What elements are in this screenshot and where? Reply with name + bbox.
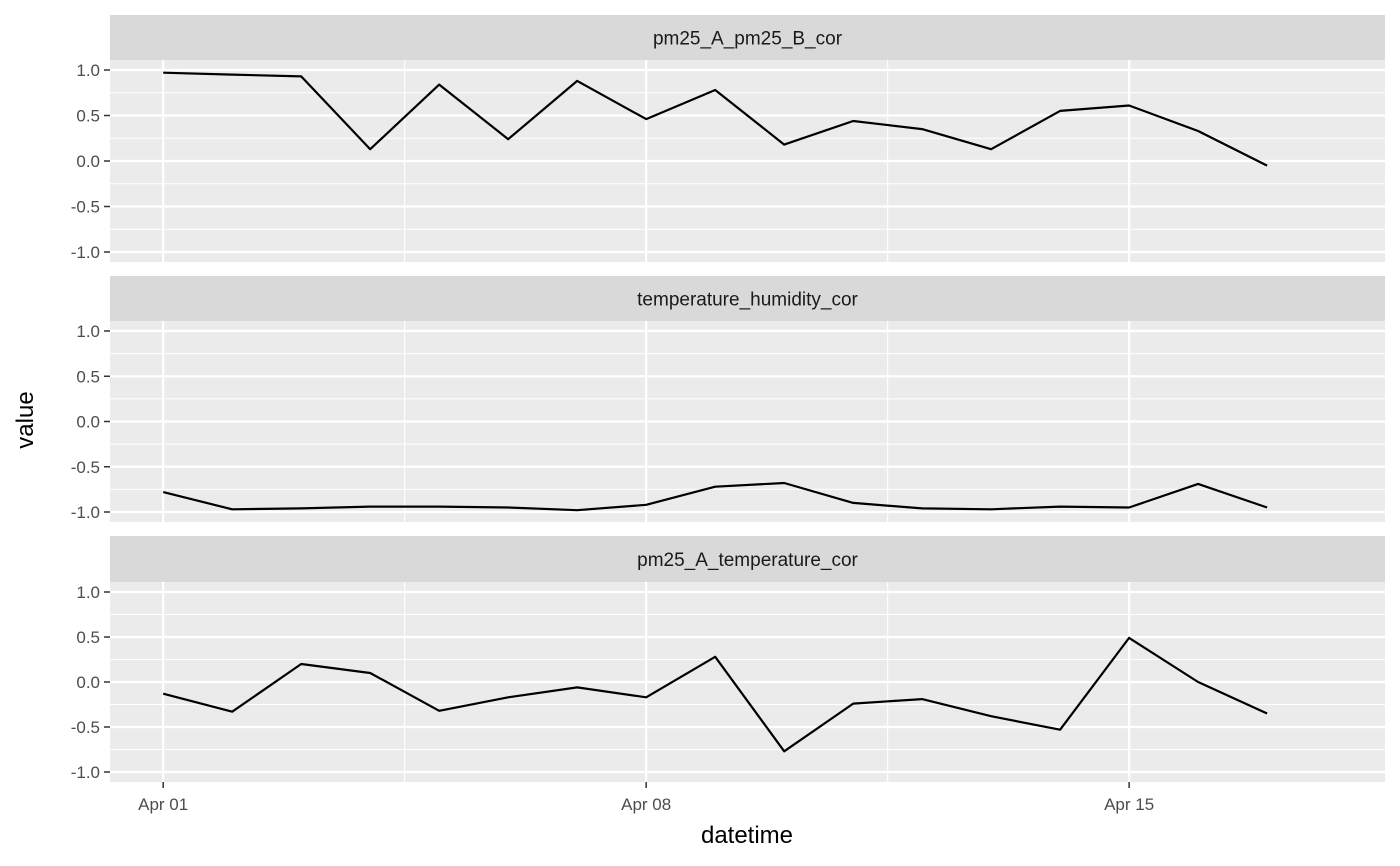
y-tick-label: -1.0 <box>71 503 100 522</box>
y-tick-label: 0.0 <box>76 413 100 432</box>
y-tick-label: 0.0 <box>76 152 100 171</box>
x-tick-label: Apr 08 <box>621 795 671 814</box>
y-tick-label: 1.0 <box>76 61 100 80</box>
facet-strip <box>110 15 1385 60</box>
facet-strip-label: pm25_A_temperature_cor <box>637 550 858 571</box>
y-tick-label: -0.5 <box>71 198 100 217</box>
x-axis-title: datetime <box>701 822 793 849</box>
y-tick-label: -1.0 <box>71 763 100 782</box>
facet-strip <box>110 276 1385 321</box>
facet-panel: pm25_A_pm25_B_cor -1.0 -0.5 0.0 0.5 1.0 <box>71 15 1385 262</box>
facet-strip <box>110 536 1385 582</box>
y-tick-label: 1.0 <box>76 322 100 341</box>
series-line <box>162 481 1268 512</box>
facet-strip-label: pm25_A_pm25_B_cor <box>653 29 843 50</box>
facets-layer: pm25_A_pm25_B_cor-1.0-0.50.00.51.0temper… <box>71 15 1385 782</box>
y-tick-label: 0.5 <box>76 107 100 126</box>
x-tick-label: Apr 15 <box>1104 795 1154 814</box>
y-tick-label: 0.5 <box>76 628 100 647</box>
y-tick-label: -0.5 <box>71 718 100 737</box>
series-line <box>163 71 1268 167</box>
y-tick-label: 0.5 <box>76 367 100 386</box>
y-tick-label: -1.0 <box>71 243 100 262</box>
x-axis: Apr 01 Apr 08 Apr 15 <box>138 782 1154 814</box>
y-tick-label: 0.0 <box>76 673 100 692</box>
y-axis-title: value <box>12 391 39 448</box>
series-line <box>162 636 1268 753</box>
facet-strip-label: temperature_humidity_cor <box>637 290 858 311</box>
facet-panel: pm25_A_temperature_cor -1.0 -0.5 0.0 0.5 1.0 <box>71 536 1385 782</box>
y-tick-label: -0.5 <box>71 458 100 477</box>
y-tick-label: 1.0 <box>76 583 100 602</box>
facet-panel: temperature_humidity_cor -1.0 -0.5 0.0 0.5 1.… <box>71 276 1385 522</box>
x-tick-label: Apr 01 <box>138 795 188 814</box>
